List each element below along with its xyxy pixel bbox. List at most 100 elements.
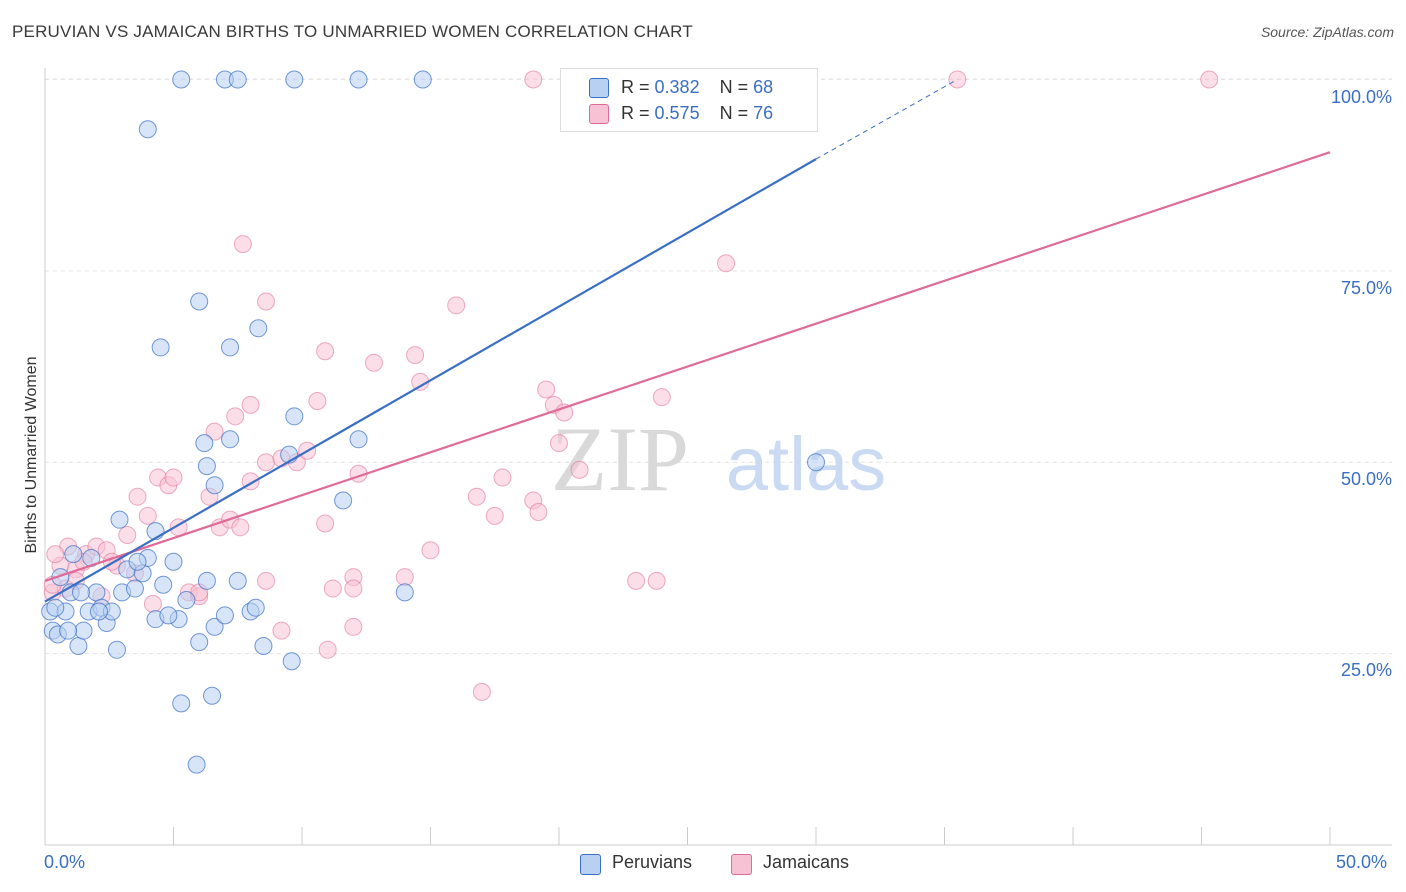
- jamaicans-point: [717, 254, 736, 273]
- peruvians-trend-line: [44, 158, 817, 603]
- x-tick-label-min: 0.0%: [44, 852, 86, 872]
- jamaicans-point: [231, 518, 250, 537]
- peruvians-point: [282, 652, 301, 671]
- peruvians-point: [177, 591, 196, 610]
- jamaicans-point: [948, 70, 967, 89]
- jamaicans-point: [143, 594, 162, 613]
- jamaicans-point: [316, 514, 335, 533]
- y-tick-label-100: 100.0%: [1330, 87, 1392, 107]
- peruvians-point: [154, 575, 173, 594]
- peruvians-point: [110, 510, 129, 529]
- peruvians-legend-label: Peruvians: [612, 852, 693, 872]
- jamaicans-point: [406, 346, 425, 365]
- jamaicans-point: [364, 353, 383, 372]
- stats-legend: R = 0.382 N = 68 R = 0.575 N = 76: [560, 68, 818, 132]
- jamaicans-point: [323, 579, 342, 598]
- peruvians-point: [349, 70, 368, 89]
- jamaicans-point: [316, 342, 335, 361]
- jamaicans-point: [128, 487, 147, 506]
- jamaicans-point: [257, 571, 276, 590]
- jamaicans-point: [485, 506, 504, 525]
- jamaicans-point: [627, 571, 646, 590]
- jamaicans-point: [118, 525, 137, 544]
- peruvians-point: [125, 579, 144, 598]
- peruvians-point: [59, 621, 78, 640]
- peruvians-point: [190, 292, 209, 311]
- jamaicans-point: [493, 468, 512, 487]
- watermark-zip: ZIP: [551, 408, 689, 510]
- jamaicans-point: [537, 380, 556, 399]
- jamaicans-point: [164, 468, 183, 487]
- peruvians-point: [172, 70, 191, 89]
- jamaicans-point: [308, 392, 327, 411]
- jamaicans-point: [344, 579, 363, 598]
- peruvians-point: [221, 430, 240, 449]
- jamaicans-point: [395, 568, 414, 587]
- peruvians-point: [87, 583, 106, 602]
- jamaicans-point: [241, 395, 260, 414]
- y-tick-label-75: 75.0%: [1340, 278, 1392, 298]
- jamaicans-point: [205, 422, 224, 441]
- peruvians-point: [64, 545, 83, 564]
- series-legend: Peruvians Jamaicans: [0, 852, 1406, 878]
- peruvians-point: [69, 636, 88, 655]
- jamaicans-r-value: 0.575: [654, 103, 700, 123]
- peruvians-point: [172, 694, 191, 713]
- watermark: ZIP atlas: [551, 408, 886, 510]
- jamaicans-point: [344, 617, 363, 636]
- watermark-atlas: atlas: [726, 422, 887, 507]
- peruvians-legend-swatch: [580, 854, 601, 875]
- jamaicans-point: [233, 235, 252, 254]
- peruvians-point: [128, 552, 147, 571]
- jamaicans-point: [652, 388, 671, 407]
- gridlines: [45, 78, 1392, 655]
- jamaicans-points: [43, 70, 1219, 701]
- x-tick-label-max: 50.0%: [1336, 852, 1388, 872]
- peruvians-point: [195, 434, 214, 453]
- jamaicans-legend-swatch: [731, 854, 752, 875]
- peruvians-point: [159, 606, 178, 625]
- peruvians-point: [190, 633, 209, 652]
- peruvians-points: [41, 70, 825, 774]
- peruvians-point: [203, 686, 222, 705]
- peruvians-point: [151, 338, 170, 357]
- peruvians-n-value: 68: [753, 77, 774, 97]
- peruvians-point: [285, 70, 304, 89]
- y-tick-label-50: 50.0%: [1340, 469, 1392, 489]
- jamaicans-point: [272, 621, 291, 640]
- chart-source: Source: ZipAtlas.com: [1260, 24, 1394, 40]
- peruvians-point: [197, 571, 216, 590]
- jamaicans-legend-label: Jamaicans: [763, 852, 850, 872]
- jamaicans-point: [529, 503, 548, 522]
- peruvians-point: [164, 552, 183, 571]
- peruvians-point: [205, 476, 224, 495]
- peruvians-point: [413, 70, 432, 89]
- jamaicans-n-label: N =: [719, 103, 749, 123]
- jamaicans-point: [46, 545, 65, 564]
- jamaicans-point: [570, 460, 589, 479]
- jamaicans-point: [318, 640, 337, 659]
- jamaicans-point: [138, 506, 157, 525]
- peruvians-point: [205, 617, 224, 636]
- peruvians-point: [249, 319, 268, 338]
- jamaicans-point: [421, 541, 440, 560]
- peruvians-trend-extension: [815, 79, 958, 160]
- jamaicans-point: [257, 453, 276, 472]
- trend-lines: [44, 79, 1331, 603]
- peruvians-point: [334, 491, 353, 510]
- peruvians-point: [221, 338, 240, 357]
- peruvians-point: [46, 598, 65, 617]
- peruvians-r-label: R =: [621, 77, 650, 97]
- jamaicans-point: [1200, 70, 1219, 89]
- peruvians-point: [89, 602, 108, 621]
- peruvians-point: [187, 755, 206, 774]
- peruvians-swatch: [589, 78, 609, 98]
- peruvians-point: [71, 583, 90, 602]
- peruvians-point: [51, 568, 70, 587]
- peruvians-point: [138, 120, 157, 139]
- jamaicans-swatch: [589, 104, 609, 124]
- peruvians-point: [74, 621, 93, 640]
- jamaicans-point: [257, 292, 276, 311]
- jamaicans-point: [447, 296, 466, 315]
